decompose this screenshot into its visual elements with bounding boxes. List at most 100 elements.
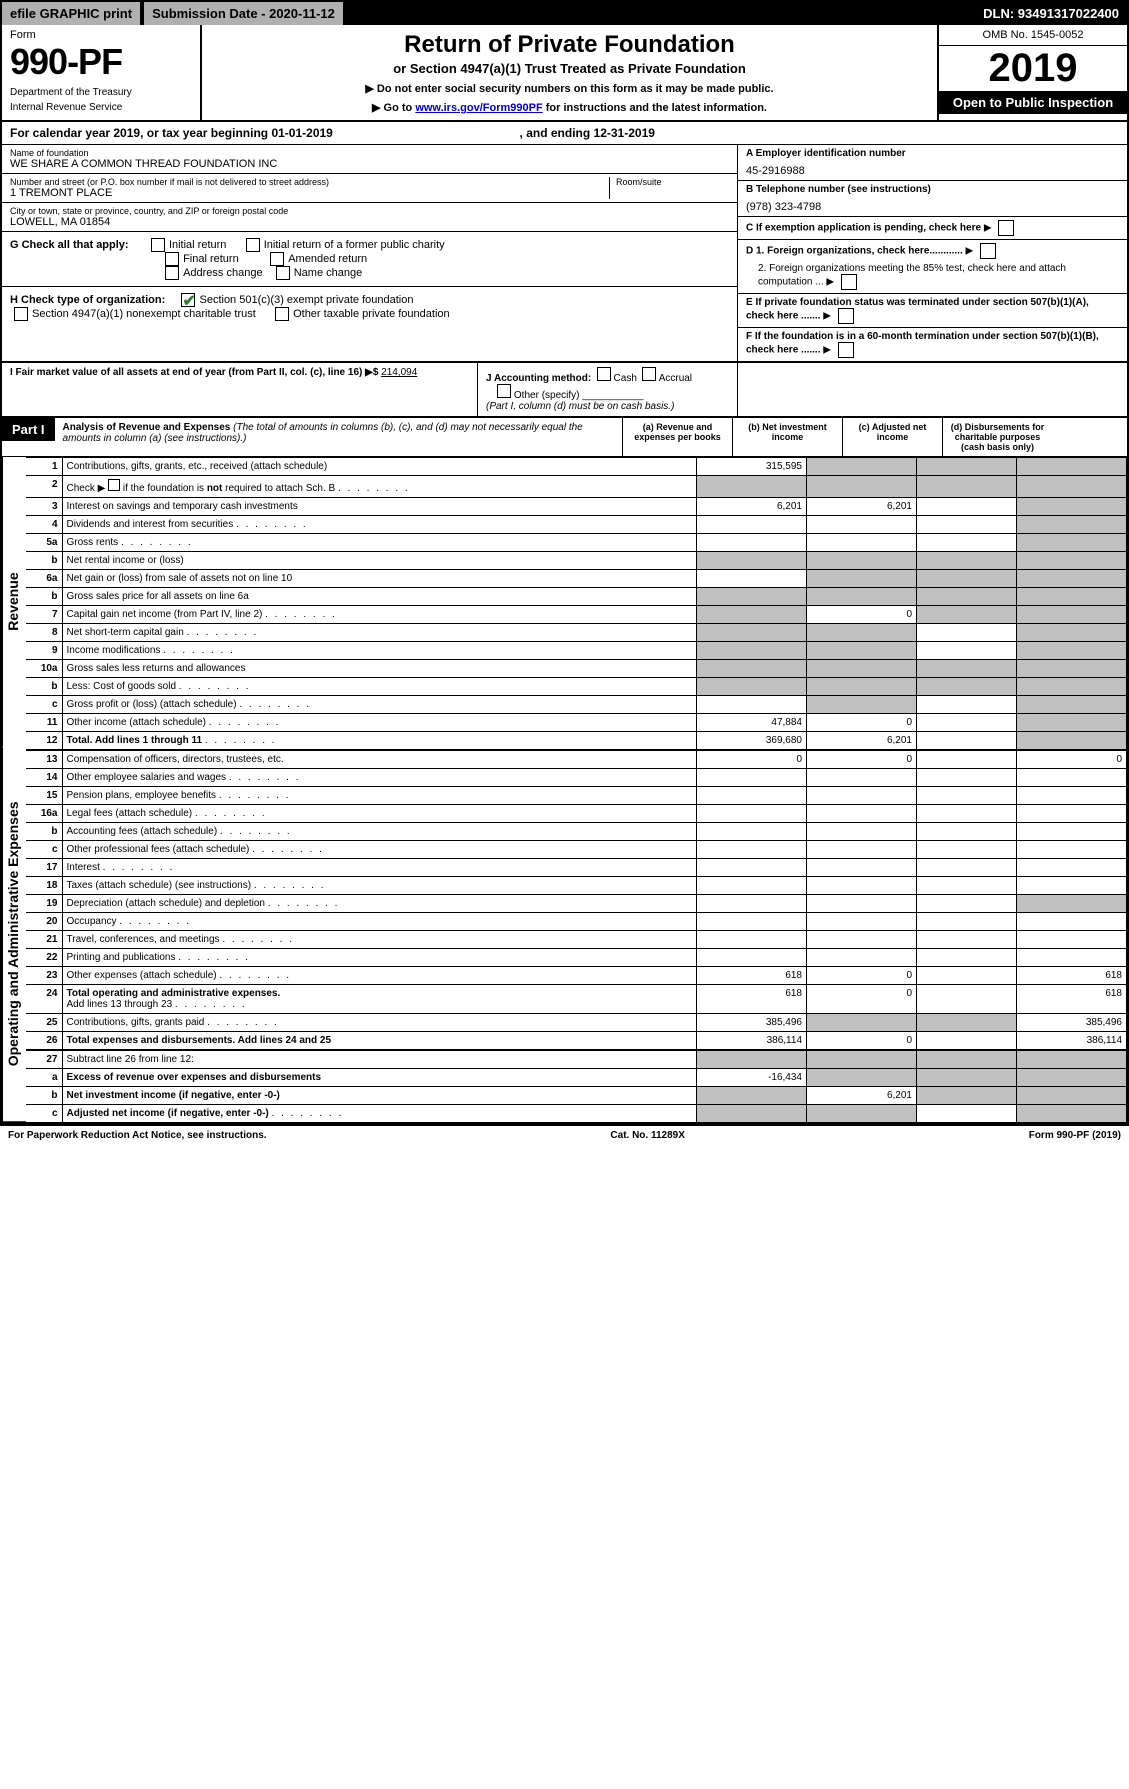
g-checks: G Check all that apply: Initial return I… (2, 232, 737, 287)
d2-checkbox[interactable] (841, 274, 857, 290)
row-1: 1Contributions, gifts, grants, etc., rec… (26, 458, 1127, 476)
ein-cell: A Employer identification number 45-2916… (738, 145, 1127, 181)
row-26: 26Total expenses and disbursements. Add … (26, 1032, 1127, 1051)
cb-name[interactable] (276, 266, 290, 280)
part1-desc: Analysis of Revenue and Expenses (The to… (55, 418, 622, 448)
row-6b: bGross sales price for all assets on lin… (26, 588, 1127, 606)
top-bar: efile GRAPHIC print Submission Date - 20… (2, 2, 1127, 25)
part1-table: 1Contributions, gifts, grants, etc., rec… (26, 457, 1127, 1123)
ein-value: 45-2916988 (746, 165, 1119, 177)
row-6a: 6aNet gain or (loss) from sale of assets… (26, 570, 1127, 588)
form-subtitle: or Section 4947(a)(1) Trust Treated as P… (208, 61, 931, 76)
d2-label: 2. Foreign organizations meeting the 85%… (758, 263, 1066, 288)
tel-label: B Telephone number (see instructions) (746, 184, 1119, 195)
cb-accrual[interactable] (642, 367, 656, 381)
city-value: LOWELL, MA 01854 (10, 216, 729, 228)
entity-info: Name of foundation WE SHARE A COMMON THR… (2, 145, 1127, 362)
c-checkbox[interactable] (998, 220, 1014, 236)
row-2: 2Check ▶ if the foundation is not requir… (26, 476, 1127, 498)
cb-other-method[interactable] (497, 384, 511, 398)
row-5b: bNet rental income or (loss) (26, 552, 1127, 570)
f-checkbox[interactable] (838, 342, 854, 358)
tax-year: 2019 (939, 46, 1127, 91)
city-cell: City or town, state or province, country… (2, 203, 737, 232)
col-b-header: (b) Net investment income (732, 418, 842, 456)
row-21: 21Travel, conferences, and meetings (26, 931, 1127, 949)
row-5a: 5aGross rents (26, 534, 1127, 552)
cb-other-taxable[interactable] (275, 307, 289, 321)
ij-row: I Fair market value of all assets at end… (2, 362, 1127, 416)
g-amended: Amended return (288, 253, 367, 265)
header: Form 990-PF Department of the Treasury I… (2, 25, 1127, 122)
row-9: 9Income modifications (26, 642, 1127, 660)
name-label: Name of foundation (10, 148, 729, 158)
row-22: 22Printing and publications (26, 949, 1127, 967)
dln: DLN: 93491317022400 (975, 2, 1127, 25)
i-value: 214,094 (381, 367, 417, 378)
c-cell: C If exemption application is pending, c… (738, 217, 1127, 240)
h-label: H Check type of organization: (10, 294, 165, 306)
h-opt1: Section 501(c)(3) exempt private foundat… (199, 294, 413, 306)
d1-label: D 1. Foreign organizations, check here..… (746, 246, 963, 257)
row-17: 17Interest (26, 859, 1127, 877)
e-label: E If private foundation status was termi… (746, 297, 1089, 322)
form-container: efile GRAPHIC print Submission Date - 20… (0, 0, 1129, 1125)
row-20: 20Occupancy (26, 913, 1127, 931)
row-24: 24Total operating and administrative exp… (26, 985, 1127, 1014)
cb-initial-former[interactable] (246, 238, 260, 252)
cb-initial[interactable] (151, 238, 165, 252)
form-label: Form (10, 29, 192, 41)
g-address: Address change (183, 267, 263, 279)
j-other: Other (specify) (514, 390, 580, 401)
cb-address[interactable] (165, 266, 179, 280)
cb-cash[interactable] (597, 367, 611, 381)
row-23: 23Other expenses (attach schedule) 61806… (26, 967, 1127, 985)
e-cell: E If private foundation status was termi… (738, 294, 1127, 328)
d1-checkbox[interactable] (980, 243, 996, 259)
footer-right: Form 990-PF (2019) (1029, 1130, 1121, 1141)
omb-number: OMB No. 1545-0052 (939, 25, 1127, 46)
cb-4947[interactable] (14, 307, 28, 321)
revenue-vertical: Revenue (2, 457, 26, 747)
tel-cell: B Telephone number (see instructions) (9… (738, 181, 1127, 217)
row-8: 8Net short-term capital gain (26, 624, 1127, 642)
g-label: G Check all that apply: (10, 239, 129, 251)
row-13: 13Compensation of officers, directors, t… (26, 750, 1127, 769)
col-c-header: (c) Adjusted net income (842, 418, 942, 456)
j-accrual: Accrual (659, 373, 692, 384)
cal-pre: For calendar year 2019, or tax year begi… (10, 126, 271, 140)
irs-link[interactable]: www.irs.gov/Form990PF (415, 102, 542, 114)
cb-final[interactable] (165, 252, 179, 266)
h-opt2: Section 4947(a)(1) nonexempt charitable … (32, 308, 256, 320)
irs-label: Internal Revenue Service (10, 102, 192, 113)
col-a-header: (a) Revenue and expenses per books (622, 418, 732, 456)
row-10a: 10aGross sales less returns and allowanc… (26, 660, 1127, 678)
dept-treasury: Department of the Treasury (10, 87, 192, 98)
e-checkbox[interactable] (838, 308, 854, 324)
f-cell: F If the foundation is in a 60-month ter… (738, 328, 1127, 361)
row-27c: cAdjusted net income (if negative, enter… (26, 1105, 1127, 1123)
g-initial: Initial return (169, 239, 226, 251)
cb-501c3[interactable] (181, 293, 195, 307)
addr-value: 1 TREMONT PLACE (10, 187, 609, 199)
cb-amended[interactable] (270, 252, 284, 266)
footer-left: For Paperwork Reduction Act Notice, see … (8, 1130, 267, 1141)
ein-label: A Employer identification number (746, 148, 1119, 159)
open-inspection: Open to Public Inspection (939, 91, 1127, 114)
row-18: 18Taxes (attach schedule) (see instructi… (26, 877, 1127, 895)
cal-mid: , and ending (520, 126, 594, 140)
row-10b: bLess: Cost of goods sold (26, 678, 1127, 696)
g-initial-former: Initial return of a former public charit… (264, 239, 445, 251)
expense-vertical: Operating and Administrative Expenses (2, 747, 26, 1123)
foundation-name-cell: Name of foundation WE SHARE A COMMON THR… (2, 145, 737, 174)
room-label: Room/suite (616, 177, 729, 187)
note-link-row: ▶ Go to www.irs.gov/Form990PF for instru… (208, 101, 931, 114)
note-ssn: ▶ Do not enter social security numbers o… (208, 82, 931, 95)
part1-title: Analysis of Revenue and Expenses (63, 422, 231, 433)
d-cell: D 1. Foreign organizations, check here..… (738, 240, 1127, 294)
row-16c: cOther professional fees (attach schedul… (26, 841, 1127, 859)
row-14: 14Other employee salaries and wages (26, 769, 1127, 787)
f-label: F If the foundation is in a 60-month ter… (746, 331, 1099, 356)
footer-mid: Cat. No. 11289X (610, 1130, 684, 1141)
i-cell: I Fair market value of all assets at end… (2, 363, 477, 416)
